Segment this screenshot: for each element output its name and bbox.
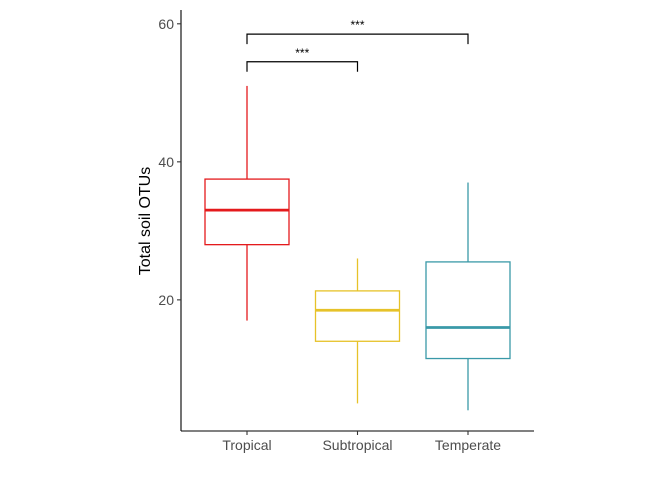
significance-bracket-2: *** <box>246 18 469 45</box>
box-temperate <box>425 182 511 411</box>
y-tick-label-20: 20 <box>158 292 174 308</box>
significance-label-1: *** <box>295 46 309 60</box>
bracket-line-2 <box>246 33 469 45</box>
box-tropical <box>204 85 290 321</box>
bracket-line-1 <box>246 61 359 72</box>
y-tick-label-40: 40 <box>158 154 174 170</box>
x-tick-label-tropical: Tropical <box>222 437 271 453</box>
x-tick-label-temperate: Temperate <box>435 437 501 453</box>
iqr-box-temperate <box>425 261 511 360</box>
significance-label-2: *** <box>350 18 364 32</box>
iqr-box-tropical <box>204 178 290 246</box>
axes: 20 40 60 Tropical Subtropical Temperate <box>158 10 534 453</box>
box-subtropical <box>314 258 401 404</box>
significance-bracket-1: *** <box>246 46 359 72</box>
iqr-box-subtropical <box>314 290 401 342</box>
x-tick-label-subtropical: Subtropical <box>322 437 392 453</box>
y-axis-title: Total soil OTUs <box>137 167 154 275</box>
y-tick-label-60: 60 <box>158 16 174 32</box>
plot-marks: *** *** <box>204 18 511 411</box>
